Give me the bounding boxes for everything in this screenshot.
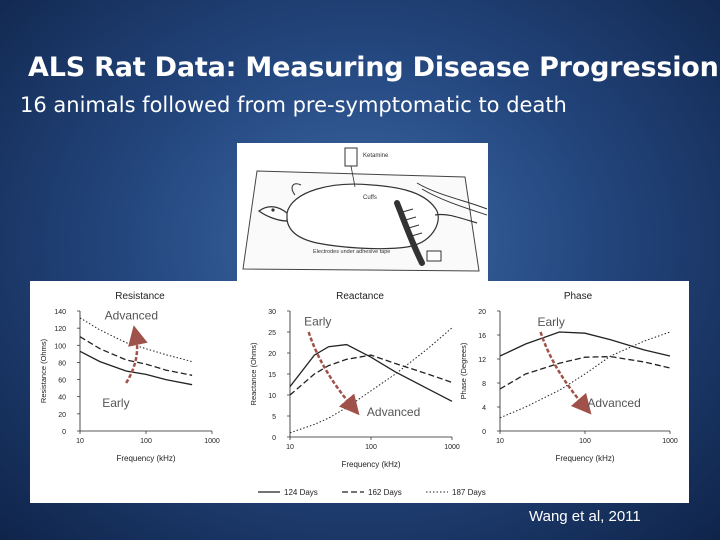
chart-title: Resistance [115,291,165,302]
label-electrodes: Electrodes under adhesive tape [313,249,390,255]
annotation-early: Early [538,315,565,329]
series-line-dotted [499,331,671,419]
y-tick-label: 16 [478,333,486,340]
y-tick-label: 0 [272,435,276,442]
legend: 124 Days 162 Days 187 Days [258,488,486,497]
chart-phase: Phase 0 4 8 12 16 20 10 100 1000 Frequency (kHz) Ph… [459,291,678,463]
slide-title: ALS Rat Data: Measuring Disease Progress… [28,52,719,83]
annotation-advanced: Advanced [367,405,420,419]
x-tick-label: 1000 [444,444,460,451]
y-tick-label: 80 [58,360,66,367]
legend-label: 162 Days [368,488,402,497]
progression-arrow [307,331,360,416]
rat-head [257,206,288,222]
y-tick-label: 20 [268,351,276,358]
y-tick-label: 0 [62,429,66,436]
series-line-solid [79,350,193,386]
series-line-solid [499,331,671,357]
cable-1 [416,182,488,210]
rat-body [286,183,439,250]
label-ketamine: Ketamine [363,153,389,159]
y-tick-label: 30 [268,309,276,316]
y-tick-label: 25 [268,330,276,337]
y-tick-label: 120 [54,326,66,333]
y-tick-label: 100 [54,343,66,350]
y-axis-label: Phase (Degrees) [459,342,468,399]
x-axis-label: Frequency (kHz) [555,454,614,463]
x-tick-label: 100 [140,438,152,445]
y-axis-label: Resistance (Ohms) [39,338,48,403]
y-tick-label: 5 [272,414,276,421]
y-tick-label: 60 [58,378,66,385]
y-axis-label: Reactance (Ohms) [249,342,258,405]
leg-cuffs [398,208,423,238]
legend-label: 124 Days [284,488,318,497]
citation: Wang et al, 2011 [529,508,641,525]
progression-arrow [125,325,148,384]
x-tick-label: 100 [579,438,591,445]
y-tick-label: 20 [478,309,486,316]
chart-resistance: Resistance 0 20 40 60 80 100 120 140 10 100 1000 Fre… [39,291,220,463]
electrode-pad [426,250,442,262]
y-tick-label: 140 [54,309,66,316]
annotation-early: Early [304,315,331,329]
series-line-dashed [289,354,453,396]
annotation-advanced: Advanced [587,396,640,410]
rat-eye [271,208,275,212]
chart-title: Phase [564,291,593,302]
chart-title: Reactance [336,291,384,302]
x-tick-label: 100 [365,444,377,451]
ketamine-vial [344,147,358,167]
x-tick-label: 1000 [662,438,678,445]
x-axis-label: Frequency (kHz) [116,454,175,463]
progression-arrow [539,331,592,415]
legend-label: 187 Days [452,488,486,497]
bioimpedance-figure: Resistance 0 20 40 60 80 100 120 140 10 100 1000 Fre… [30,281,689,503]
y-tick-label: 4 [482,405,486,412]
rat-setup-drawing: Ketamine Cuffs Electrodes under adhesive… [242,147,488,272]
x-tick-label: 10 [286,444,294,451]
annotation-advanced: Advanced [105,309,158,323]
cable-2 [421,188,488,216]
x-tick-label: 10 [76,438,84,445]
label-cuffs: Cuffs [363,195,377,201]
y-tick-label: 10 [268,393,276,400]
x-tick-label: 10 [496,438,504,445]
rat-setup-illustration: Ketamine Cuffs Electrodes under adhesive… [237,143,488,283]
chart-reactance: Reactance 0 5 10 15 20 25 30 10 100 1000 Frequency … [249,291,460,469]
y-tick-label: 8 [482,381,486,388]
slide-subtitle: 16 animals followed from pre-symptomatic… [20,93,567,117]
x-axis-label: Frequency (kHz) [341,460,400,469]
x-tick-label: 1000 [204,438,220,445]
series-line-dotted [79,317,193,363]
y-tick-label: 12 [478,357,486,364]
annotation-early: Early [102,396,129,410]
rat-ear [291,183,302,196]
ketamine-pointer [350,165,356,188]
series-line-dashed [79,336,193,376]
y-tick-label: 0 [482,429,486,436]
rat-hind-leg [394,200,425,266]
series-line-dashed [499,355,671,390]
rat-tail [434,213,478,224]
series-line-solid [289,343,453,402]
y-tick-label: 40 [58,395,66,402]
y-tick-label: 20 [58,412,66,419]
series-line-dotted [289,327,453,434]
y-tick-label: 15 [268,372,276,379]
